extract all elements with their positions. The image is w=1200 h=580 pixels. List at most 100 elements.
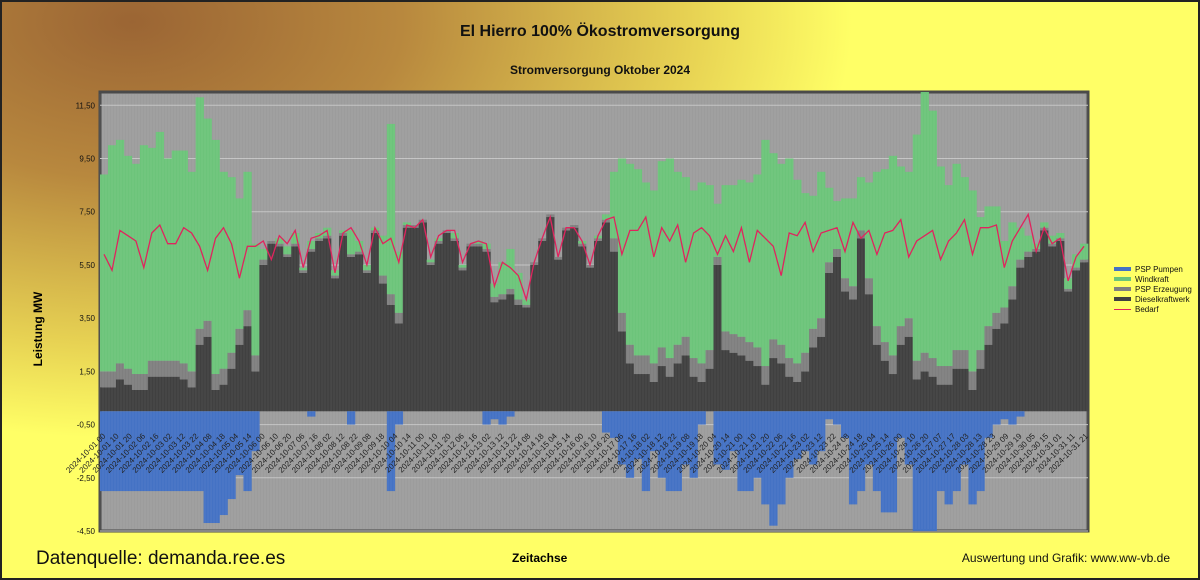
bar-wind bbox=[1080, 243, 1089, 260]
bar-pump bbox=[235, 411, 244, 476]
bar-diesel bbox=[219, 384, 228, 412]
bar-psp-gen bbox=[362, 270, 372, 273]
bar-wind bbox=[880, 169, 890, 343]
bar-pump bbox=[139, 411, 149, 492]
bar-wind bbox=[609, 171, 619, 239]
bar-diesel bbox=[578, 246, 587, 412]
bar-psp-gen bbox=[880, 342, 890, 361]
bar-wind bbox=[936, 166, 945, 367]
bar-psp-gen bbox=[777, 344, 786, 364]
bar-diesel bbox=[100, 387, 109, 412]
bar-wind bbox=[131, 163, 141, 375]
bar-diesel bbox=[323, 238, 332, 412]
y-tick-label: 5,50 bbox=[79, 261, 95, 270]
bar-pump bbox=[171, 411, 180, 492]
bar-pump bbox=[689, 411, 698, 478]
bar-psp-gen bbox=[609, 238, 619, 252]
bar-pump bbox=[944, 411, 953, 505]
bar-pump bbox=[347, 411, 356, 425]
bar-wind bbox=[402, 222, 412, 226]
bar-pump bbox=[115, 411, 125, 492]
bar-psp-gen bbox=[649, 363, 659, 383]
bar-diesel bbox=[586, 267, 595, 412]
bar-diesel bbox=[841, 291, 850, 412]
bar-wind bbox=[856, 177, 866, 231]
bar-pump bbox=[785, 411, 794, 478]
bar-wind bbox=[1072, 254, 1081, 268]
bar-pump bbox=[880, 411, 890, 513]
bar-wind bbox=[928, 110, 937, 359]
bar-psp-gen bbox=[354, 251, 364, 255]
bar-pump bbox=[777, 411, 786, 505]
bar-psp-gen bbox=[291, 243, 300, 247]
bar-psp-gen bbox=[171, 360, 180, 377]
bar-diesel bbox=[713, 264, 722, 412]
bar-psp-gen bbox=[984, 326, 993, 345]
bar-wind bbox=[753, 174, 762, 348]
bar-diesel bbox=[609, 251, 619, 412]
bar-psp-gen bbox=[904, 318, 914, 337]
bar-wind bbox=[107, 145, 117, 372]
bar-psp-gen bbox=[570, 225, 579, 228]
bar-psp-gen bbox=[928, 358, 937, 377]
bar-psp-gen bbox=[793, 363, 802, 383]
bar-diesel bbox=[243, 326, 252, 412]
bar-psp-gen bbox=[721, 331, 730, 351]
bar-psp-gen bbox=[657, 347, 667, 367]
bar-psp-gen bbox=[912, 360, 921, 380]
bar-diesel bbox=[737, 355, 746, 412]
bar-pump bbox=[219, 411, 228, 516]
bar-psp-gen bbox=[107, 371, 117, 388]
bar-wind bbox=[243, 171, 252, 311]
bar-diesel bbox=[370, 233, 380, 412]
bar-pump bbox=[872, 411, 882, 492]
bar-pump bbox=[801, 411, 810, 452]
bar-psp-gen bbox=[578, 243, 587, 247]
bar-psp-gen bbox=[1008, 286, 1017, 300]
bar-wind bbox=[673, 171, 682, 345]
bar-diesel bbox=[107, 387, 117, 412]
bar-diesel bbox=[1080, 262, 1089, 412]
bar-diesel bbox=[864, 294, 874, 412]
bar-diesel bbox=[187, 387, 196, 412]
bar-wind bbox=[147, 147, 157, 361]
bar-diesel bbox=[139, 389, 149, 412]
bar-wind bbox=[155, 131, 165, 361]
bar-wind bbox=[801, 193, 810, 353]
bar-pump bbox=[729, 411, 738, 452]
bar-psp-gen bbox=[745, 342, 754, 361]
bar-diesel bbox=[657, 366, 667, 412]
bar-diesel bbox=[665, 376, 674, 412]
legend-swatch-wind bbox=[1114, 277, 1131, 281]
bar-pump bbox=[841, 411, 850, 438]
bar-wind bbox=[187, 171, 196, 372]
bar-psp-gen bbox=[761, 366, 770, 385]
bar-diesel bbox=[681, 355, 690, 412]
bar-psp-gen bbox=[617, 312, 627, 332]
bar-wind bbox=[275, 238, 284, 244]
bar-wind bbox=[872, 171, 882, 327]
bar-diesel bbox=[968, 389, 977, 412]
bar-diesel bbox=[163, 376, 173, 412]
bar-diesel bbox=[785, 376, 794, 412]
y-tick-label: -4,50 bbox=[77, 527, 96, 536]
bar-diesel bbox=[386, 304, 396, 412]
bar-diesel bbox=[984, 344, 993, 412]
bar-diesel bbox=[155, 376, 165, 412]
bar-pump bbox=[506, 411, 515, 417]
bar-diesel bbox=[817, 336, 826, 412]
bar-diesel bbox=[1000, 323, 1009, 412]
bar-psp-gen bbox=[115, 363, 125, 380]
bar-pump bbox=[737, 411, 746, 492]
bar-diesel bbox=[649, 382, 659, 412]
legend-swatch-demand bbox=[1114, 308, 1131, 310]
bar-wind bbox=[649, 190, 659, 364]
bar-diesel bbox=[378, 283, 388, 412]
bar-diesel bbox=[522, 307, 531, 412]
legend-item-wind: Windkraft bbox=[1114, 274, 1192, 284]
bar-psp-gen bbox=[665, 358, 674, 377]
bar-wind bbox=[968, 190, 977, 372]
bar-psp-gen bbox=[506, 288, 515, 295]
bar-diesel bbox=[123, 384, 133, 412]
bar-diesel bbox=[793, 382, 802, 412]
